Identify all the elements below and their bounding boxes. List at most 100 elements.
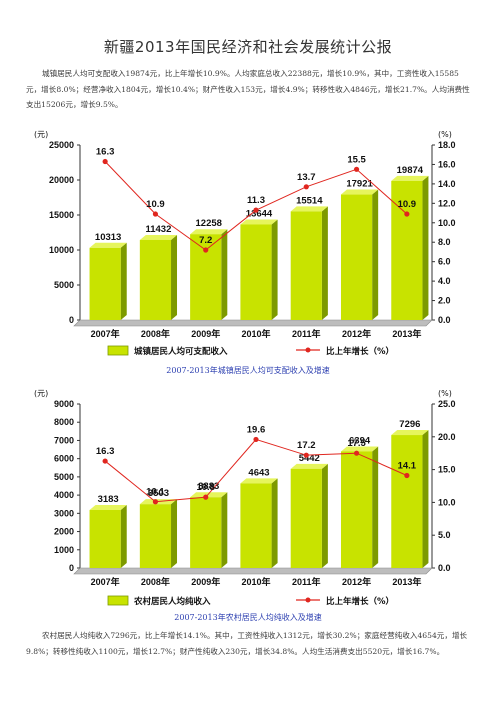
growth-label: 19.6 — [247, 424, 266, 435]
left-tick-label: 0 — [69, 563, 74, 573]
growth-point — [203, 247, 209, 253]
right-tick-label: 18.0 — [438, 140, 456, 150]
left-tick-label: 9000 — [54, 399, 74, 409]
category-label: 2009年 — [191, 328, 220, 339]
right-tick-label: 10.0 — [438, 218, 456, 228]
right-tick-label: 10.0 — [438, 497, 456, 507]
left-tick-label: 10000 — [49, 245, 74, 255]
bar — [190, 234, 222, 320]
left-tick-label: 8000 — [54, 417, 74, 427]
growth-label: 10.9 — [398, 199, 417, 210]
bar-value-label: 11432 — [145, 224, 171, 235]
urban-income-paragraph: 城镇居民人均可支配收入19874元，比上年增长10.9%。人均家庭总收入2238… — [26, 69, 470, 109]
legend-line-label: 比上年增长（%） — [326, 596, 394, 607]
bar-top — [89, 504, 127, 510]
growth-point — [353, 166, 360, 172]
category-label: 2008年 — [141, 576, 170, 587]
bar-value-label: 7296 — [399, 419, 420, 430]
category-label: 2010年 — [241, 576, 270, 587]
legend-bar-swatch — [107, 345, 129, 356]
right-tick-label: 8.0 — [438, 237, 451, 247]
bar — [391, 435, 423, 568]
right-axis-unit: (%) — [438, 130, 452, 139]
right-tick-label: 15.0 — [438, 465, 456, 475]
bar-side — [422, 175, 429, 320]
legend-line-marker — [305, 597, 311, 603]
left-tick-label: 4000 — [54, 490, 74, 500]
category-label: 2013年 — [392, 328, 421, 339]
bar — [290, 211, 322, 320]
growth-point — [152, 211, 159, 217]
category-label: 2007年 — [91, 328, 120, 339]
category-label: 2012年 — [342, 328, 371, 339]
bar-top — [139, 234, 178, 240]
legend-line-label: 比上年增长（%） — [326, 346, 394, 357]
right-axis-unit: (%) — [438, 389, 452, 398]
growth-label: 17.5 — [347, 438, 366, 449]
left-tick-label: 15000 — [49, 210, 74, 220]
bar-value-label: 17921 — [346, 179, 373, 190]
right-tick-label: 0.0 — [438, 563, 451, 573]
bar — [139, 504, 172, 568]
page-title: 新疆2013年国民经济和社会发展统计公报 — [103, 38, 393, 56]
bar — [89, 247, 121, 320]
right-tick-label: 5.0 — [438, 530, 451, 540]
legend-line-marker — [305, 347, 311, 353]
left-tick-label: 20000 — [49, 175, 74, 185]
legend-bar-label: 农村居民人均纯收入 — [133, 596, 211, 607]
category-label: 2011年 — [292, 576, 321, 587]
growth-point — [253, 436, 259, 443]
bar-top — [190, 492, 228, 498]
category-label: 2010年 — [241, 328, 270, 339]
growth-label: 10.1 — [146, 487, 165, 498]
bar-value-label: 5442 — [299, 453, 320, 464]
left-tick-label: 5000 — [54, 280, 74, 290]
urban-chart-caption: 2007-2013年城镇居民人均可支配收入及增速 — [166, 366, 330, 375]
bar-value-label: 3883 — [198, 481, 219, 492]
growth-point — [102, 458, 108, 464]
growth-label: 17.2 — [297, 440, 316, 451]
growth-point — [303, 184, 309, 190]
bar-value-label: 4643 — [248, 467, 269, 478]
left-tick-label: 6000 — [54, 454, 74, 464]
legend-bar-label: 城镇居民人均可支配收入 — [134, 346, 228, 357]
bar — [340, 194, 373, 320]
bar-side — [221, 492, 228, 568]
bar — [89, 509, 121, 568]
category-label: 2013年 — [392, 576, 421, 587]
growth-label: 7.2 — [199, 235, 212, 246]
bar-top — [190, 229, 228, 235]
bar-value-label: 15514 — [296, 195, 323, 206]
bar — [240, 483, 272, 568]
category-label: 2007年 — [91, 576, 120, 587]
bar — [139, 239, 172, 320]
bar-side — [372, 189, 379, 320]
left-tick-label: 3000 — [54, 508, 74, 518]
bar — [340, 451, 373, 568]
growth-point — [353, 450, 360, 456]
left-tick-label: 25000 — [49, 140, 74, 150]
right-tick-label: 6.0 — [438, 257, 451, 267]
legend-bar-swatch — [107, 595, 129, 606]
chart-floor — [73, 319, 433, 327]
right-tick-label: 25.0 — [438, 399, 456, 409]
bar — [290, 468, 322, 568]
bar-top — [240, 219, 278, 225]
bar-top — [340, 189, 379, 195]
bar-top — [290, 206, 328, 212]
rural-chart-caption: 2007-2013年农村居民人均纯收入及增速 — [174, 613, 322, 622]
growth-point — [203, 494, 209, 500]
bar-side — [321, 463, 328, 568]
urban-income-chart: (元) (%) 0 5000 10000 15000 20000 25000 0.0 2.0 4.0… — [34, 130, 456, 357]
left-tick-label: 5000 — [54, 472, 74, 482]
growth-label: 16.3 — [96, 147, 115, 158]
growth-label: 11.3 — [247, 195, 265, 206]
rural-income-paragraph: 农村居民人均纯收入7296元，比上年增长14.1%。其中，工资性纯收入1312元… — [26, 631, 468, 656]
bar — [240, 224, 272, 320]
right-tick-label: 14.0 — [438, 179, 456, 189]
bar-side — [271, 478, 278, 568]
right-tick-label: 0.0 — [438, 315, 451, 325]
bar — [391, 180, 423, 320]
growth-point — [253, 207, 259, 213]
left-axis-unit: (元) — [34, 130, 48, 139]
